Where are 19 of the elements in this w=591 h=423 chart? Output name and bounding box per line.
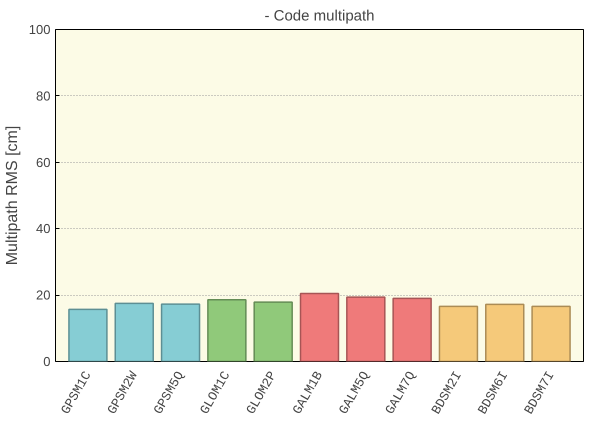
bar [438,306,478,362]
y-tick-label: 40 [36,221,51,236]
bar [392,298,432,362]
y-tick-label: 80 [36,88,51,104]
bar [485,304,525,362]
bar [531,306,571,362]
bar [68,308,108,362]
y-tick-label: 0 [43,354,51,369]
bar [207,299,247,362]
bar [300,292,340,362]
bar [253,301,293,362]
y-tick-label: 60 [36,154,51,170]
bar [114,302,154,362]
y-tick-label: 100 [28,22,51,37]
bar [160,303,200,362]
bar [346,296,386,362]
y-axis-title: Multipath RMS [cm] [4,126,21,266]
y-tick-label: 20 [36,288,51,303]
chart-title: - Code multipath [264,8,375,24]
